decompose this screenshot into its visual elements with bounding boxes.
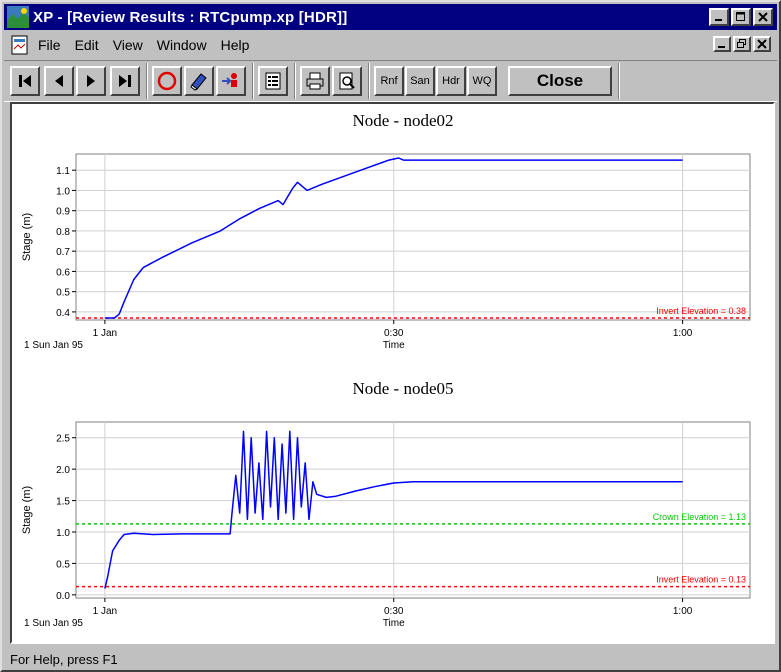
rnf-button[interactable]: Rnf <box>374 66 404 96</box>
eraser-icon <box>190 73 207 91</box>
close-window-button[interactable] <box>753 8 773 26</box>
menu-file[interactable]: File <box>38 37 61 53</box>
close-button[interactable]: Close <box>508 66 612 96</box>
print-button[interactable] <box>300 66 330 96</box>
menu-bar: File Edit View Window Help <box>4 32 777 58</box>
close-icon <box>757 39 767 49</box>
chart-2-x-start-label: 1 Sun Jan 95 <box>24 618 83 629</box>
chart-1-frame <box>75 153 751 321</box>
window-title: XP - [Review Results : RTCpump.xp [HDR]] <box>33 8 348 26</box>
chart-1-y-tick-label: 1.1 <box>56 166 70 177</box>
chart-2-y-tick-label: 0.5 <box>56 559 70 570</box>
eraser-button[interactable] <box>184 66 214 96</box>
chart-2-y-tick-label: 1.5 <box>56 497 70 508</box>
chart-2-x-tick-label: 1 Jan <box>93 606 117 617</box>
chart-1-y-axis-label: Stage (m) <box>21 213 33 261</box>
close-icon <box>758 12 768 22</box>
san-button[interactable]: San <box>405 66 435 96</box>
hdr-button[interactable]: Hdr <box>436 66 466 96</box>
next-button[interactable] <box>76 66 106 96</box>
last-button[interactable] <box>110 66 140 96</box>
pump-icon <box>222 73 237 87</box>
first-button[interactable] <box>10 66 40 96</box>
chart-1-y-tick-label: 0.9 <box>56 207 70 218</box>
menu-view[interactable]: View <box>112 37 143 53</box>
wq-button[interactable]: WQ <box>467 66 497 96</box>
restore-icon <box>737 39 746 48</box>
arrow-right-icon <box>87 75 95 87</box>
status-bar: For Help, press F1 <box>4 648 777 670</box>
menu-edit[interactable]: Edit <box>74 37 99 53</box>
toolbar: Rnf San Hdr WQ Close <box>4 60 777 102</box>
chart-2-x-axis-label: Time <box>383 618 405 629</box>
doc-minimize-button[interactable] <box>713 36 731 52</box>
chart-1-series-line <box>104 157 683 319</box>
chart-1-y-tick-label: 0.8 <box>56 227 70 238</box>
maximize-button[interactable] <box>731 8 751 26</box>
print-preview-icon <box>339 72 355 90</box>
title-bar[interactable]: XP - [Review Results : RTCpump.xp [HDR]] <box>4 4 777 30</box>
arrow-left-icon <box>55 75 63 87</box>
record-button[interactable] <box>152 66 182 96</box>
chart-2-y-tick-label: 2.0 <box>56 465 70 476</box>
chart-1-x-tick-label: 1:00 <box>673 328 693 339</box>
printer-icon <box>306 72 324 90</box>
chart-1-x-axis-label: Time <box>383 340 405 351</box>
list-button[interactable] <box>258 66 288 96</box>
minimize-button[interactable] <box>709 8 729 26</box>
chart-2-y-tick-label: 0.0 <box>56 591 70 602</box>
chart-2-x-tick-label: 1:00 <box>673 606 693 617</box>
chart-2-y-axis-label: Stage (m) <box>21 486 33 534</box>
plot-area: Node - node02 0.4 0.5 0.6 0.7 0.8 0.9 1.0 1.1 1 J… <box>10 102 775 644</box>
chart-2-title: Node - node05 <box>352 379 453 398</box>
chart-1-x-tick-label: 0:30 <box>384 328 404 339</box>
menu-window[interactable]: Window <box>156 37 207 53</box>
chart-2-reference-label: Invert Elevation = 0.13 <box>656 575 746 585</box>
pump-button[interactable] <box>216 66 246 96</box>
chart-2-series-line <box>104 430 683 589</box>
app-logo-icon <box>7 6 29 28</box>
minimize-icon <box>715 19 722 21</box>
chart-2-reference-label: Crown Elevation = 1.13 <box>653 512 746 522</box>
previous-button[interactable] <box>44 66 74 96</box>
circle-icon <box>157 71 177 91</box>
document-icon[interactable] <box>10 35 30 55</box>
doc-restore-button[interactable] <box>733 36 751 52</box>
chart-1-x-tick-label: 1 Jan <box>93 328 117 339</box>
print-preview-button[interactable] <box>332 66 362 96</box>
status-text: For Help, press F1 <box>10 651 118 667</box>
list-icon <box>265 72 281 90</box>
chart-1-y-tick-label: 0.5 <box>56 288 70 299</box>
minimize-icon <box>718 46 725 48</box>
chart-2-y-tick-label: 1.0 <box>56 528 70 539</box>
skip-last-icon <box>119 75 131 87</box>
maximize-icon <box>736 12 745 21</box>
chart-2-x-tick-label: 0:30 <box>384 606 404 617</box>
chart-2-frame <box>75 421 751 599</box>
menu-help[interactable]: Help <box>220 37 250 53</box>
skip-first-icon <box>19 75 31 87</box>
doc-close-button[interactable] <box>753 36 771 52</box>
chart-1-y-tick-label: 0.6 <box>56 267 70 278</box>
chart-1-title: Node - node02 <box>352 111 453 130</box>
chart-2-y-tick-label: 2.5 <box>56 434 70 445</box>
charts-svg: Node - node02 0.4 0.5 0.6 0.7 0.8 0.9 1.0 1.1 1 J… <box>21 111 751 629</box>
chart-1-y-tick-label: 0.4 <box>56 308 70 319</box>
chart-1-reference-label: Invert Elevation = 0.38 <box>656 306 746 316</box>
chart-1-x-start-label: 1 Sun Jan 95 <box>24 340 83 351</box>
chart-1-y-tick-label: 1.0 <box>56 186 70 197</box>
chart-1-y-tick-label: 0.7 <box>56 247 70 258</box>
